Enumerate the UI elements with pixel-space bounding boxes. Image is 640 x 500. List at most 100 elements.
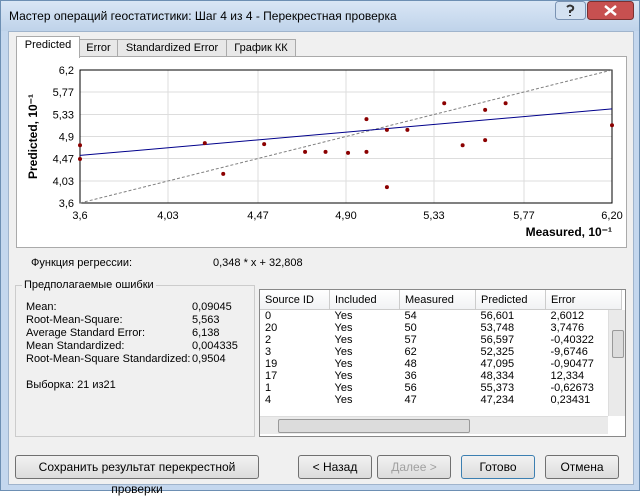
cell: Yes [334, 322, 353, 334]
table-row[interactable]: 1 Yes 56 55,373 -0,62673 [260, 382, 622, 394]
x-tick-label: 4,47 [247, 210, 268, 222]
header-row: Source ID Included Measured Predicted Error [260, 290, 622, 310]
x-tick-label: 4,90 [335, 210, 356, 222]
x-tick-label: 3,6 [72, 210, 87, 222]
y-tick-label: 4,9 [59, 132, 74, 144]
y-tick-label: 3,6 [59, 198, 74, 210]
cell: Yes [334, 394, 353, 406]
cell: 47,095 [480, 358, 515, 370]
cell: Yes [334, 358, 353, 370]
cell: -0,90477 [550, 358, 594, 370]
chart-panel: 3,6 4,03 4,47 4,9 5,33 5,77 6,2 3,6 4,03 4,47 4,90… [16, 56, 627, 248]
point [483, 107, 488, 112]
point [384, 185, 389, 190]
error-value: 5,563 [192, 314, 220, 326]
title-bar: Мастер операций геостатистики: Шаг 4 из … [1, 1, 639, 31]
error-label: Mean: [26, 301, 57, 313]
cell: 53,748 [480, 322, 515, 334]
cell: Yes [334, 382, 353, 394]
error-value: 0,09045 [192, 301, 232, 313]
results-table: Source ID Included Measured Predicted Error 0… [259, 289, 626, 437]
window-controls[interactable] [555, 1, 637, 21]
h-scroll-thumb[interactable] [278, 419, 470, 433]
point [503, 101, 508, 106]
x-tick-label: 5,77 [513, 210, 534, 222]
save-button[interactable]: Сохранить результат перекрестной проверк… [15, 455, 259, 496]
point [460, 143, 465, 148]
point [323, 149, 328, 154]
cell: 36 [404, 370, 417, 382]
y-tick-label: 6,2 [59, 65, 74, 77]
x-tick-label: 5,33 [423, 210, 444, 222]
error-label: Average Standard Error: [26, 327, 146, 339]
error-label: Root-Mean-Square: [26, 314, 123, 326]
point [364, 149, 369, 154]
cell: -9,6746 [550, 346, 588, 358]
window-title: Мастер операций геостатистики: Шаг 4 из … [9, 9, 397, 23]
x-axis-title: Measured, 10⁻¹ [526, 225, 612, 239]
cell: 3,7476 [550, 322, 585, 334]
cell: 55,373 [480, 382, 515, 394]
column-header[interactable]: Measured [399, 290, 476, 310]
cell: Yes [334, 310, 353, 322]
cell: 54 [404, 310, 417, 322]
back-button[interactable]: < Назад [298, 455, 372, 479]
cell: Yes [334, 334, 353, 346]
point [221, 171, 226, 176]
reference-line [79, 69, 613, 204]
error-value: 6,138 [192, 327, 220, 339]
tab[interactable]: Error [79, 39, 118, 57]
cell: 1 [265, 382, 272, 394]
regression-line [79, 108, 613, 156]
tab[interactable]: Predicted [16, 36, 80, 58]
cell: 52,325 [480, 346, 515, 358]
table-row[interactable]: 17 Yes 36 48,334 12,334 [260, 370, 622, 382]
cell: 0,23431 [550, 394, 591, 406]
y-axis-title: Predicted, 10⁻¹ [26, 94, 40, 179]
tab[interactable]: График КК [226, 39, 296, 57]
point [442, 101, 447, 106]
finish-button[interactable]: Готово [461, 455, 535, 479]
regression-formula: 0,348 * x + 32,808 [213, 257, 303, 269]
y-tick-label: 4,03 [53, 176, 74, 188]
table-row[interactable]: 4 Yes 47 47,234 0,23431 [260, 394, 622, 406]
error-value: 0,004335 [192, 340, 238, 352]
point [303, 149, 308, 154]
cell: 48 [404, 358, 417, 370]
column-header[interactable]: Included [329, 290, 400, 310]
column-header[interactable]: Predicted [475, 290, 546, 310]
cell: 4 [265, 394, 272, 406]
table-row[interactable]: 20 Yes 50 53,748 3,7476 [260, 322, 622, 334]
cell: 47,234 [480, 394, 515, 406]
point [483, 138, 488, 143]
point [202, 141, 207, 146]
error-label: Mean Standardized: [26, 340, 125, 352]
cell: 0 [265, 310, 272, 322]
v-scroll-thumb[interactable] [612, 330, 624, 358]
h-scrollbar[interactable] [260, 416, 608, 434]
point [78, 157, 82, 162]
cell: -0,40322 [550, 334, 594, 346]
table-row[interactable]: 3 Yes 62 52,325 -9,6746 [260, 346, 622, 358]
cell: 3 [265, 346, 272, 358]
table-row[interactable]: 0 Yes 54 56,601 2,6012 [260, 310, 622, 323]
column-header[interactable]: Source ID [260, 290, 330, 310]
column-header[interactable]: Error [545, 290, 622, 310]
y-tick-label: 4,47 [53, 153, 74, 165]
tab[interactable]: Standardized Error [117, 39, 227, 57]
y-tick-label: 5,33 [53, 110, 74, 122]
point [364, 117, 369, 122]
plot-frame [79, 69, 613, 204]
cell: 2,6012 [550, 310, 585, 322]
point [384, 127, 389, 132]
error-label: Root-Mean-Square Standardized: [26, 353, 191, 365]
point [346, 150, 351, 155]
cancel-button[interactable]: Отмена [545, 455, 619, 479]
cell: 48,334 [480, 370, 515, 382]
cell: 20 [265, 322, 278, 334]
cell: 17 [265, 370, 278, 382]
table-row[interactable]: 19 Yes 48 47,095 -0,90477 [260, 358, 622, 370]
v-scrollbar[interactable] [608, 310, 625, 416]
table-row[interactable]: 2 Yes 57 56,597 -0,40322 [260, 334, 622, 346]
